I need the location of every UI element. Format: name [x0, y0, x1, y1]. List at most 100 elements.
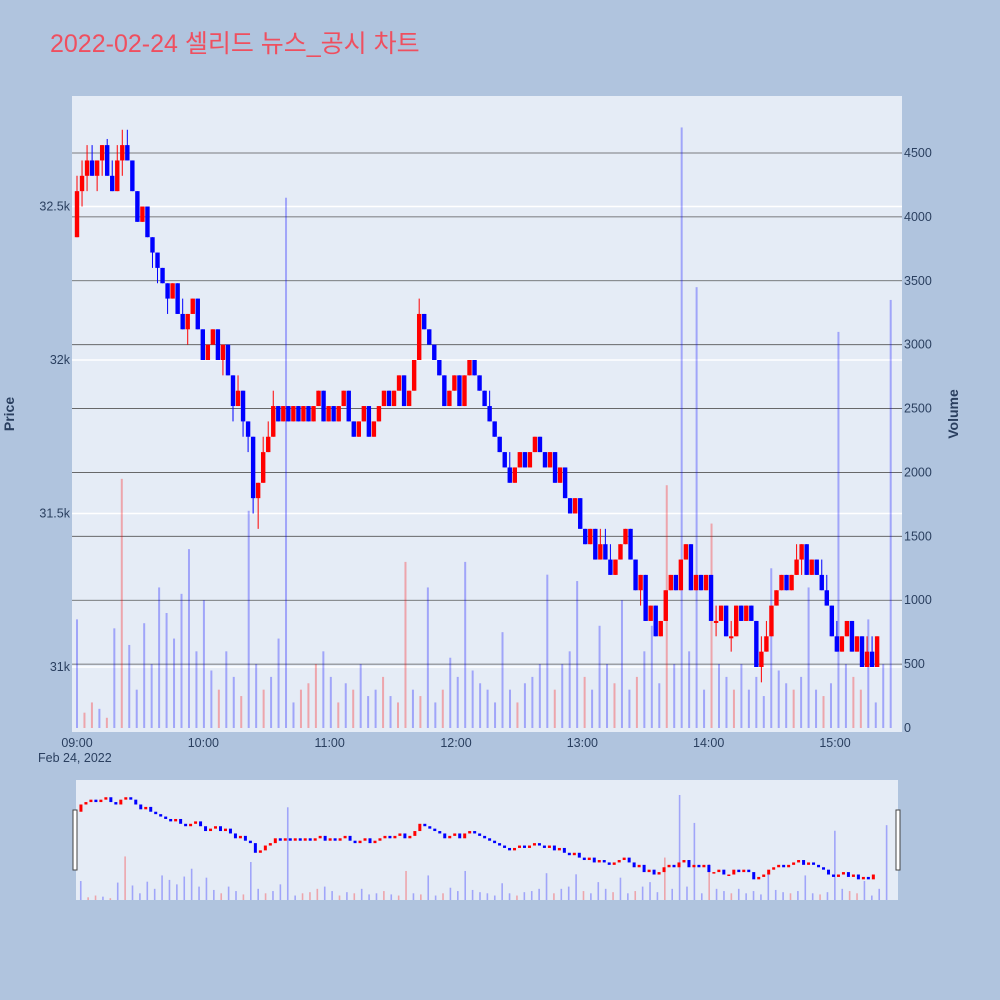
mini-volume-bar	[523, 892, 526, 900]
mini-volume-bar	[619, 877, 622, 900]
mini-volume-bar	[811, 893, 814, 900]
mini-candle	[712, 872, 716, 874]
candle-body	[291, 406, 296, 422]
candle	[326, 406, 331, 422]
candle-body	[281, 406, 286, 422]
candle	[723, 605, 729, 637]
candle	[744, 605, 749, 621]
candle	[839, 636, 845, 652]
candle-body	[190, 298, 195, 314]
volume-bar	[150, 664, 153, 728]
candles	[74, 129, 880, 683]
mini-candle	[418, 823, 422, 832]
volume-tick-label: 500	[904, 657, 925, 671]
candle	[819, 559, 824, 591]
mini-candle	[562, 847, 566, 853]
candle	[205, 344, 211, 360]
mini-volume-bar	[360, 888, 363, 900]
mini-volume-bar	[479, 892, 481, 900]
volume-bar	[262, 689, 265, 728]
mini-volume-bar	[871, 895, 873, 900]
rangeslider-right-handle[interactable]	[895, 809, 901, 871]
candle	[708, 574, 714, 621]
rangeslider-left-handle[interactable]	[72, 809, 78, 871]
mini-candle	[223, 828, 227, 832]
mini-volume-bar	[486, 893, 489, 900]
candle-body	[794, 559, 799, 575]
mini-volume-bar	[848, 891, 851, 900]
mini-candle	[826, 869, 830, 875]
mini-volume-bar	[789, 893, 792, 900]
mini-candle	[134, 799, 138, 805]
mini-candle	[483, 835, 487, 839]
mini-candle	[144, 806, 148, 810]
mini-candle	[413, 831, 417, 836]
candle-body	[578, 498, 583, 529]
volume-bar	[255, 664, 258, 728]
volume-bar	[165, 613, 168, 728]
candle-body	[306, 406, 311, 422]
mini-candle	[587, 857, 591, 861]
candle	[824, 574, 829, 606]
mini-candle	[866, 876, 870, 880]
mini-volume-bar	[316, 888, 319, 900]
mini-candle	[831, 874, 835, 877]
candle	[567, 498, 573, 514]
mini-candle	[84, 802, 88, 805]
candle-body	[869, 651, 875, 667]
candle	[165, 283, 170, 314]
candle-body	[623, 528, 628, 545]
candle	[230, 375, 236, 422]
volume-tick-label: 2500	[904, 402, 932, 416]
mini-volume-bar	[723, 891, 725, 900]
mini-volume-bar	[442, 893, 444, 900]
y-axis-title: Price	[1, 397, 17, 431]
candle	[84, 145, 90, 192]
mini-candle	[677, 862, 681, 868]
mini-candle	[333, 838, 337, 841]
candle-body	[693, 574, 699, 591]
candle	[673, 574, 679, 591]
mini-candle	[667, 864, 671, 868]
mini-volume-bar	[353, 893, 356, 900]
volume-tick-label: 3000	[904, 338, 932, 352]
candle-body	[255, 482, 261, 499]
candle	[522, 452, 528, 468]
mini-candle	[204, 826, 208, 832]
candle-body	[643, 574, 648, 621]
candle-body	[673, 574, 679, 591]
mini-candle	[493, 840, 497, 844]
mini-volume-bar	[279, 884, 282, 900]
mini-candle	[567, 852, 571, 856]
candle-body	[764, 636, 769, 652]
mini-candle	[662, 867, 666, 873]
volume-bar	[98, 708, 101, 728]
volume-bar	[770, 568, 773, 728]
mini-candle	[577, 852, 581, 858]
candle	[190, 298, 195, 314]
candle-body	[688, 544, 694, 591]
mini-candle	[637, 864, 641, 868]
candle	[386, 390, 392, 407]
volume-bar	[568, 651, 571, 728]
rangeslider-background[interactable]	[76, 780, 898, 900]
mini-candle	[522, 845, 526, 848]
y2-axis-title: Volume	[945, 389, 961, 439]
mini-volume-bar	[161, 875, 163, 900]
candle	[779, 574, 784, 591]
candle-body	[130, 160, 135, 192]
candle-body	[381, 390, 387, 407]
candle-body	[94, 160, 100, 176]
candle	[301, 406, 306, 422]
mini-candle	[747, 869, 751, 873]
mini-candle	[328, 838, 332, 841]
volume-tick-label: 4500	[904, 146, 932, 160]
mini-volume-bar	[309, 892, 311, 900]
mini-volume-bar	[641, 886, 644, 900]
mini-volume-bar	[700, 893, 703, 900]
candle	[170, 283, 175, 299]
candle	[140, 206, 145, 222]
candle-body	[713, 620, 719, 623]
candle	[703, 574, 709, 591]
candle	[713, 605, 719, 637]
